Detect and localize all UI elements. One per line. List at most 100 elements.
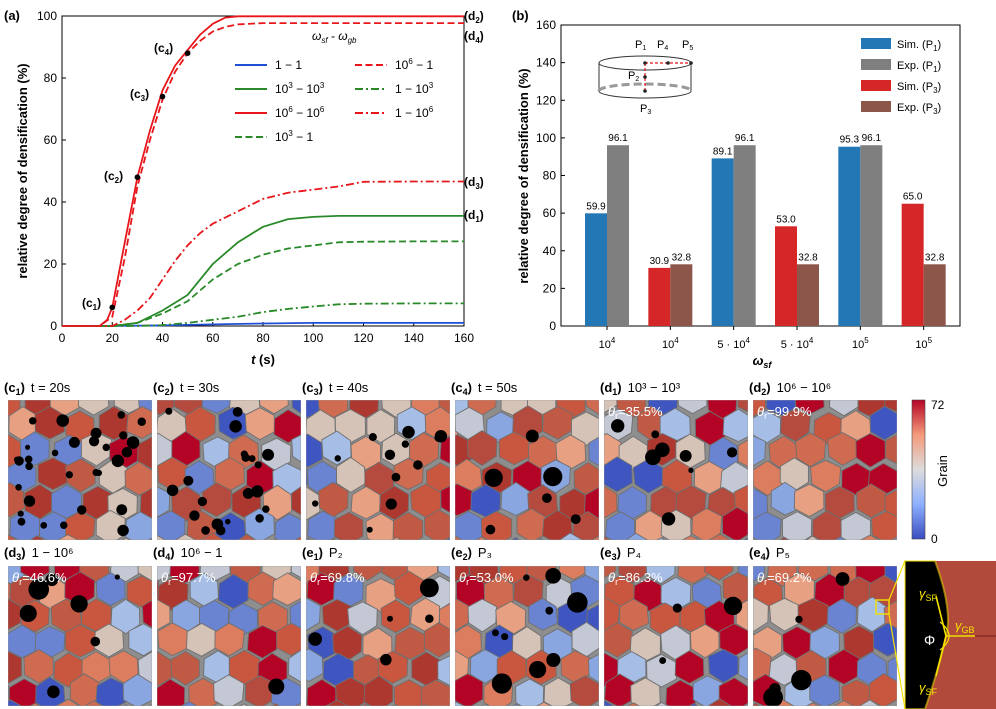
grain: [244, 507, 275, 540]
pore: [525, 429, 539, 443]
pore: [268, 678, 285, 695]
grain: [542, 405, 574, 440]
pore: [659, 657, 667, 664]
grain: [141, 599, 152, 629]
grain: [753, 566, 765, 583]
pore: [763, 687, 783, 706]
grain: [422, 704, 429, 706]
a-xtick-label: 160: [454, 331, 474, 345]
legend-entry: 103 − 103: [235, 81, 325, 96]
panel-a-marker-labels: (c1) (c2) (c3) (c4): [82, 41, 173, 312]
grain: [444, 537, 450, 540]
grain: [738, 652, 748, 681]
grain: [0, 460, 7, 493]
grain-panel-label: (c3) t = 40s: [302, 380, 369, 397]
grain: [753, 409, 782, 444]
grain: [688, 702, 699, 706]
grain-panel-label: (e4) P₅: [749, 545, 790, 562]
gamma-sf-bottom-arrow: [935, 635, 947, 677]
grain: [585, 400, 599, 416]
pore: [92, 468, 100, 476]
grain-panel-e3: (e3) P₄ θr=86.3%: [600, 545, 748, 706]
grain: [98, 359, 128, 392]
grain: [273, 357, 303, 390]
grain: [126, 575, 152, 608]
grain: [95, 572, 126, 607]
grain: [259, 400, 289, 415]
pore: [40, 521, 48, 529]
grain: [306, 466, 309, 486]
pore: [117, 411, 126, 419]
grain-panel-label: (d2) 10⁶ − 10⁶: [749, 380, 831, 397]
b-xtick-label: 105: [915, 336, 932, 351]
bar-value-label: 53.0: [776, 214, 796, 225]
pore: [17, 510, 24, 517]
pore: [791, 669, 812, 691]
pore: [723, 596, 743, 616]
grain: [128, 623, 152, 657]
grain: [424, 509, 450, 540]
cylinder-bottom-front: [598, 90, 692, 99]
grain: [65, 510, 96, 540]
grain: [604, 511, 636, 540]
marker-label-c1: (c1): [82, 296, 101, 312]
pore: [111, 454, 125, 468]
grain: [237, 533, 257, 540]
theta-r-label: θr=46.6%: [12, 570, 67, 587]
grain: [870, 356, 899, 390]
pore: [835, 572, 850, 586]
legend-label: Exp. (P1): [897, 60, 941, 74]
panel-a-time-markers: [109, 50, 191, 311]
bar: [670, 264, 693, 326]
grain: [8, 482, 25, 518]
grain-panel-label: (d4) 10⁶ − 1: [153, 545, 223, 562]
grain: [753, 511, 782, 540]
grain: [604, 673, 635, 706]
grain: [689, 623, 720, 659]
series-line: [62, 180, 464, 327]
pore: [51, 449, 59, 457]
grain: [765, 400, 797, 417]
grain: [829, 400, 859, 417]
bar: [733, 145, 756, 326]
time-marker-point: [159, 93, 166, 100]
grain: [826, 598, 857, 634]
pore: [567, 592, 588, 613]
grain: [455, 566, 470, 583]
legend-label: 106 − 106: [275, 105, 325, 120]
grain: [781, 511, 813, 540]
bar: [775, 226, 797, 326]
grain: [438, 400, 450, 415]
grain-panel-label: (d3) 1 − 10⁶: [4, 545, 74, 562]
a-xtick-label: 80: [256, 331, 270, 345]
theta-r-label: θr=69.2%: [757, 570, 812, 587]
pore: [60, 521, 68, 529]
grain-tile: [753, 566, 897, 706]
pore: [523, 574, 530, 581]
panel-b-x-axis-label: ωsf: [753, 353, 773, 370]
grain: [380, 599, 411, 634]
grain: [23, 648, 54, 684]
grain: [793, 483, 825, 518]
grain: [148, 537, 152, 540]
grain: [778, 537, 789, 540]
pore: [119, 431, 128, 440]
pore: [545, 567, 562, 584]
grain: [544, 357, 573, 389]
grain: [437, 655, 450, 686]
pore: [485, 524, 496, 535]
grain: [704, 566, 734, 581]
bar: [585, 213, 607, 326]
grain-panel-label: (c1) t = 20s: [4, 380, 71, 397]
grain: [871, 510, 897, 540]
grain: [324, 699, 349, 706]
zoom-inset: γSF γGB γSF Φ: [875, 560, 996, 709]
grain-tile: [455, 566, 599, 706]
panel-a-legend-title: ωsf - ωgb: [312, 29, 357, 45]
legend-entry: 1 − 103: [355, 81, 434, 96]
grain: [805, 535, 820, 540]
bar: [923, 264, 946, 326]
grain: [931, 408, 961, 441]
